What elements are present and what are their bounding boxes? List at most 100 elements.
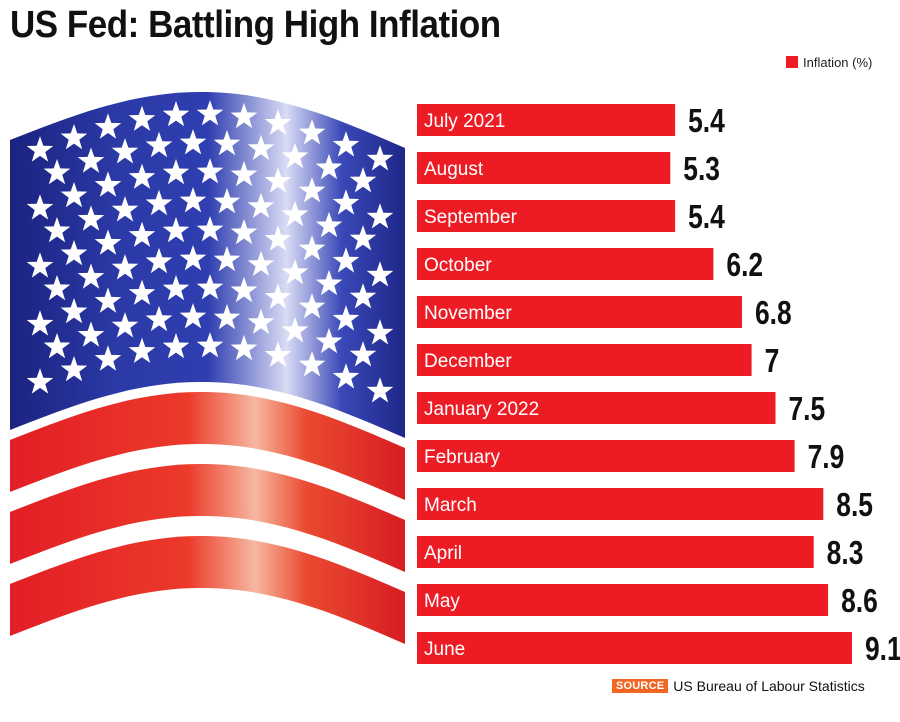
bar-value-label: 7 [765,343,780,379]
flag-star [179,187,207,213]
bar [417,440,795,472]
flag-star [332,189,360,215]
bar [417,200,676,232]
bar-category-label: August [424,159,484,180]
flag-star [349,225,377,251]
flag-star [94,229,122,255]
flag-star [60,182,88,208]
bar [417,248,714,280]
flag-star [264,225,292,251]
bar [417,392,776,424]
flag-star [60,298,88,324]
flag-star [298,235,326,261]
flag-star [145,247,173,274]
flag-star [60,356,88,382]
flag-star [247,192,275,218]
flag-star [26,194,54,220]
bar-value-label: 7.5 [789,391,826,427]
flag-star [26,310,54,336]
flag-star [60,124,88,150]
flag-star [94,113,122,139]
flag-star [196,332,224,358]
flag-star [349,167,377,193]
bar-category-label: February [424,447,501,468]
flag-star [43,217,71,243]
legend-swatch [786,56,798,68]
flag-stripe [10,464,405,572]
flag-star [196,100,224,126]
flag-star [162,333,190,359]
flag-star [77,321,105,347]
flag-star [43,159,71,185]
bar-value-label: 7.9 [808,439,845,475]
legend: Inflation (%) [786,53,872,71]
bar-category-label: October [424,255,492,276]
flag-star [111,254,139,280]
bar [417,152,671,184]
flag-star [247,250,275,276]
bar [417,344,752,376]
flag-star [162,101,190,127]
flag-star [213,188,241,214]
flag-star [332,247,360,273]
flag-star [264,283,292,309]
flag-star [77,147,105,173]
flag-star [111,312,139,338]
bar-value-label: 5.4 [688,103,725,139]
bar-category-label: March [424,495,477,516]
flag-star [179,245,207,271]
source-tag: SOURCE [612,679,669,693]
flag-star [162,217,190,243]
flag-star [366,203,394,229]
flag-star [111,196,139,222]
flag-star [230,102,258,129]
flag-star [298,119,326,145]
bar-category-label: May [424,591,460,612]
flag-star [196,158,224,184]
bar [417,104,676,136]
flag-star [332,305,360,331]
flag-star [111,138,139,164]
flag-star [179,129,207,155]
flag-star [162,275,190,301]
bar [417,584,829,616]
source-note: SOURCE US Bureau of Labour Statistics [612,677,865,695]
flag-star [366,261,394,287]
flag-star [315,269,343,296]
bar-value-label: 8.5 [836,487,873,523]
bar-value-label: 5.4 [688,199,725,235]
bar [417,488,824,520]
flag-star [179,303,207,329]
bar-category-label: September [424,207,518,228]
bar-value-label: 6.2 [726,247,763,283]
flag-star [213,304,241,330]
flag-star [128,221,156,247]
chart-title: US Fed: Battling High Inflation [10,4,501,46]
flag-star [332,131,360,157]
flag-star [332,363,360,389]
flag-star [281,258,309,285]
bar-value-label: 6.8 [755,295,792,331]
bar-value-label: 9.1 [865,631,900,667]
flag-star [298,177,326,203]
bar [417,632,852,664]
flag-star [94,171,122,197]
flag-star [247,308,275,334]
flag-star [315,153,343,180]
bar-category-label: January 2022 [424,399,539,420]
flag-star [77,263,105,289]
flag-star [196,274,224,300]
flag-star [315,211,343,238]
flag-star [230,334,258,361]
flag-star [281,142,309,169]
flag-star [264,167,292,193]
us-flag-illustration [10,92,405,644]
flag-star [349,341,377,367]
flag-star [230,160,258,187]
bar-category-label: April [424,543,462,564]
flag-star [247,134,275,160]
flag-star [298,293,326,319]
flag-star [43,333,71,359]
bar-category-label: December [424,351,512,372]
